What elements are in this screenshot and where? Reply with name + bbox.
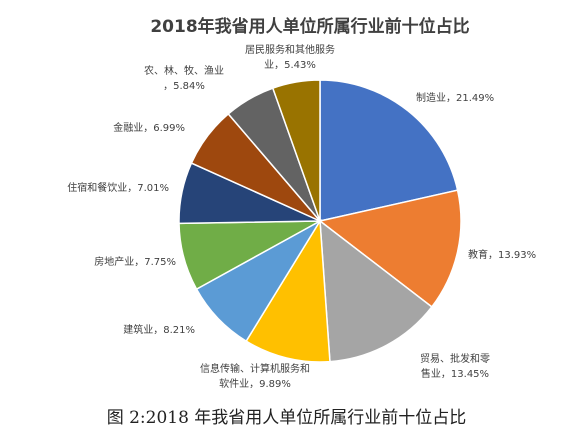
slice-label: 教育，13.93% <box>468 248 536 261</box>
pie-slices <box>178 79 462 363</box>
slice-label: 金融业，6.99% <box>113 121 185 134</box>
slice-label: 建筑业，8.21% <box>123 323 195 336</box>
figure-caption: 图 2:2018 年我省用人单位所属行业前十位占比 <box>106 408 467 428</box>
chart-title: 2018年我省用人单位所属行业前十位占比 <box>150 16 469 37</box>
pie-slice <box>318 189 462 308</box>
slice-label: 贸易、批发和零售业，13.45% <box>420 352 490 380</box>
slice-label: 制造业，21.49% <box>416 91 494 104</box>
pie-slice <box>271 79 321 222</box>
pie-slice <box>319 219 433 363</box>
slice-label: 居民服务和其他服务业，5.43% <box>245 43 335 71</box>
pie-slice <box>319 79 459 222</box>
slice-labels: 制造业，21.49% 教育，13.93% 贸易、批发和零售业，13.45% 信息传输、… <box>67 43 536 390</box>
slice-label: 信息传输、计算机服务和软件业，9.89% <box>200 362 310 390</box>
slice-label: 农、林、牧、渔业，5.84% <box>144 64 224 92</box>
pie-slice <box>245 218 331 363</box>
pie-chart: 2018年我省用人单位所属行业前十位占比 制造业，21.49% 教育，13.93%… <box>67 16 536 390</box>
slice-label: 住宿和餐饮业，7.01% <box>67 181 169 194</box>
slice-label: 房地产业，7.75% <box>94 255 176 268</box>
